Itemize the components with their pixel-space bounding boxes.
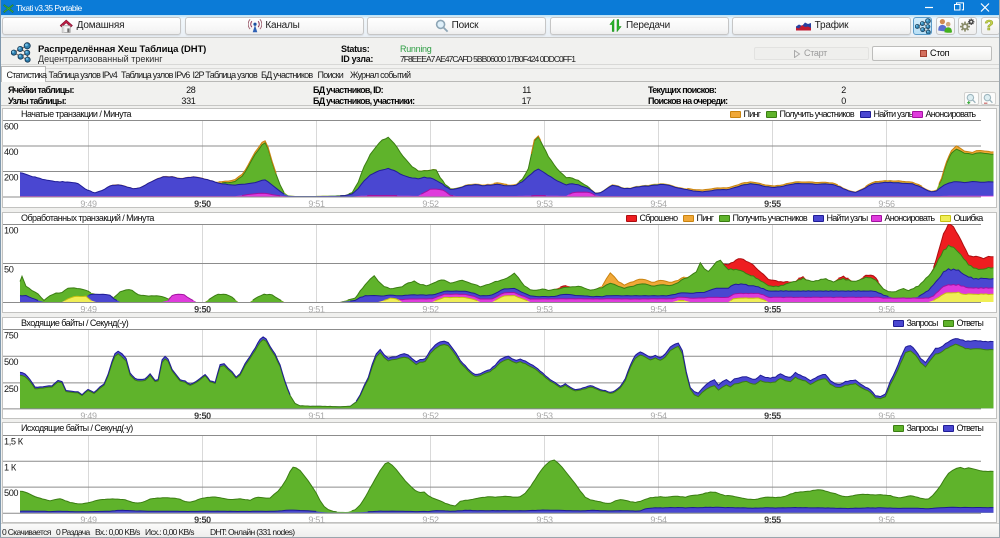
svg-text:9:52: 9:52 (422, 410, 439, 420)
svg-text:500: 500 (4, 488, 18, 498)
svg-text:200: 200 (4, 172, 18, 182)
svg-text:9:49: 9:49 (80, 410, 97, 420)
svg-text:9:54: 9:54 (650, 199, 667, 209)
svg-text:9:53: 9:53 (536, 410, 553, 420)
svg-text:9:53: 9:53 (536, 304, 553, 314)
svg-text:9:49: 9:49 (80, 515, 97, 525)
svg-text:9:52: 9:52 (422, 515, 439, 525)
svg-text:600: 600 (4, 121, 18, 131)
svg-text:9:55: 9:55 (764, 199, 781, 209)
svg-text:9:54: 9:54 (650, 410, 667, 420)
svg-text:9:50: 9:50 (194, 304, 211, 314)
svg-text:9:51: 9:51 (308, 515, 325, 525)
svg-text:9:51: 9:51 (308, 410, 325, 420)
svg-text:9:52: 9:52 (422, 304, 439, 314)
svg-text:500: 500 (4, 357, 18, 367)
svg-text:9:49: 9:49 (80, 199, 97, 209)
svg-text:9:49: 9:49 (80, 304, 97, 314)
svg-text:9:50: 9:50 (194, 515, 211, 525)
svg-text:400: 400 (4, 147, 18, 157)
svg-text:1 К: 1 К (4, 462, 17, 472)
svg-text:100: 100 (4, 225, 18, 235)
svg-text:9:51: 9:51 (308, 304, 325, 314)
svg-text:9:51: 9:51 (308, 199, 325, 209)
svg-text:9:53: 9:53 (536, 199, 553, 209)
svg-text:9:54: 9:54 (650, 304, 667, 314)
svg-text:9:54: 9:54 (650, 515, 667, 525)
svg-text:1,5 К: 1,5 К (4, 436, 24, 446)
svg-text:750: 750 (4, 330, 18, 340)
svg-text:9:56: 9:56 (878, 410, 895, 420)
svg-text:9:56: 9:56 (878, 199, 895, 209)
svg-text:50: 50 (4, 264, 14, 274)
svg-text:9:53: 9:53 (536, 515, 553, 525)
svg-text:9:50: 9:50 (194, 410, 211, 420)
svg-text:9:55: 9:55 (764, 515, 781, 525)
svg-text:9:56: 9:56 (878, 304, 895, 314)
svg-text:9:56: 9:56 (878, 515, 895, 525)
svg-text:9:52: 9:52 (422, 199, 439, 209)
svg-text:9:50: 9:50 (194, 199, 211, 209)
svg-text:250: 250 (4, 383, 18, 393)
svg-text:9:55: 9:55 (764, 304, 781, 314)
svg-text:9:55: 9:55 (764, 410, 781, 420)
